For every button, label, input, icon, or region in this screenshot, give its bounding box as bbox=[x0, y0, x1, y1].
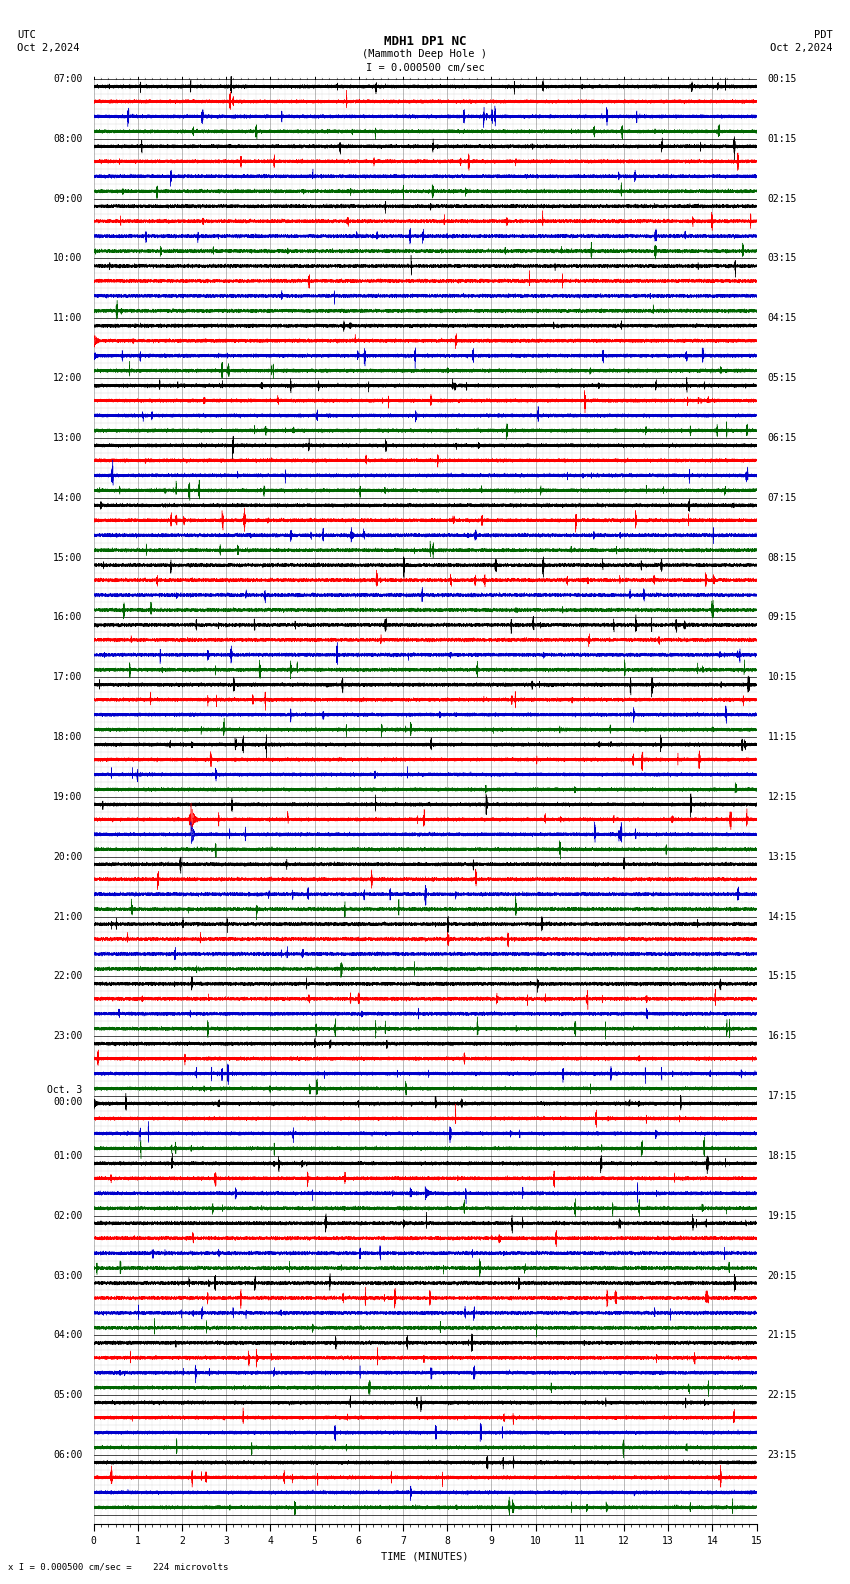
X-axis label: TIME (MINUTES): TIME (MINUTES) bbox=[382, 1551, 468, 1562]
Text: 15:00: 15:00 bbox=[53, 553, 82, 562]
Text: 14:00: 14:00 bbox=[53, 493, 82, 502]
Text: 10:00: 10:00 bbox=[53, 253, 82, 263]
Text: 15:15: 15:15 bbox=[768, 971, 797, 982]
Text: 01:00: 01:00 bbox=[53, 1152, 82, 1161]
Text: 06:15: 06:15 bbox=[768, 432, 797, 444]
Text: 23:15: 23:15 bbox=[768, 1449, 797, 1460]
Text: 10:15: 10:15 bbox=[768, 672, 797, 683]
Text: 09:15: 09:15 bbox=[768, 613, 797, 623]
Text: PDT: PDT bbox=[814, 30, 833, 40]
Text: 02:00: 02:00 bbox=[53, 1210, 82, 1221]
Text: 04:00: 04:00 bbox=[53, 1331, 82, 1340]
Text: 06:00: 06:00 bbox=[53, 1449, 82, 1460]
Text: 23:00: 23:00 bbox=[53, 1031, 82, 1041]
Text: x I = 0.000500 cm/sec =    224 microvolts: x I = 0.000500 cm/sec = 224 microvolts bbox=[8, 1562, 229, 1571]
Text: 12:00: 12:00 bbox=[53, 374, 82, 383]
Text: 21:00: 21:00 bbox=[53, 911, 82, 922]
Text: 18:00: 18:00 bbox=[53, 732, 82, 741]
Text: 16:00: 16:00 bbox=[53, 613, 82, 623]
Text: 07:00: 07:00 bbox=[53, 74, 82, 84]
Text: 13:00: 13:00 bbox=[53, 432, 82, 444]
Text: 07:15: 07:15 bbox=[768, 493, 797, 502]
Text: 09:00: 09:00 bbox=[53, 193, 82, 204]
Text: 02:15: 02:15 bbox=[768, 193, 797, 204]
Text: 18:15: 18:15 bbox=[768, 1152, 797, 1161]
Text: 12:15: 12:15 bbox=[768, 792, 797, 802]
Text: 08:00: 08:00 bbox=[53, 135, 82, 144]
Text: 03:15: 03:15 bbox=[768, 253, 797, 263]
Text: 03:00: 03:00 bbox=[53, 1270, 82, 1280]
Text: 11:00: 11:00 bbox=[53, 314, 82, 323]
Text: 11:15: 11:15 bbox=[768, 732, 797, 741]
Text: Oct 2,2024: Oct 2,2024 bbox=[770, 43, 833, 52]
Text: (Mammoth Deep Hole ): (Mammoth Deep Hole ) bbox=[362, 49, 488, 59]
Text: 22:00: 22:00 bbox=[53, 971, 82, 982]
Text: 05:15: 05:15 bbox=[768, 374, 797, 383]
Text: 19:00: 19:00 bbox=[53, 792, 82, 802]
Text: 20:15: 20:15 bbox=[768, 1270, 797, 1280]
Text: 17:15: 17:15 bbox=[768, 1091, 797, 1101]
Text: 16:15: 16:15 bbox=[768, 1031, 797, 1041]
Text: UTC: UTC bbox=[17, 30, 36, 40]
Text: Oct 2,2024: Oct 2,2024 bbox=[17, 43, 80, 52]
Text: 14:15: 14:15 bbox=[768, 911, 797, 922]
Text: 17:00: 17:00 bbox=[53, 672, 82, 683]
Text: 01:15: 01:15 bbox=[768, 135, 797, 144]
Text: 00:15: 00:15 bbox=[768, 74, 797, 84]
Text: Oct. 3
00:00: Oct. 3 00:00 bbox=[48, 1085, 82, 1107]
Text: I = 0.000500 cm/sec: I = 0.000500 cm/sec bbox=[366, 63, 484, 73]
Text: 05:00: 05:00 bbox=[53, 1391, 82, 1400]
Text: 08:15: 08:15 bbox=[768, 553, 797, 562]
Text: 04:15: 04:15 bbox=[768, 314, 797, 323]
Text: MDH1 DP1 NC: MDH1 DP1 NC bbox=[383, 35, 467, 48]
Text: 13:15: 13:15 bbox=[768, 852, 797, 862]
Text: 21:15: 21:15 bbox=[768, 1331, 797, 1340]
Text: 22:15: 22:15 bbox=[768, 1391, 797, 1400]
Text: 20:00: 20:00 bbox=[53, 852, 82, 862]
Text: 19:15: 19:15 bbox=[768, 1210, 797, 1221]
